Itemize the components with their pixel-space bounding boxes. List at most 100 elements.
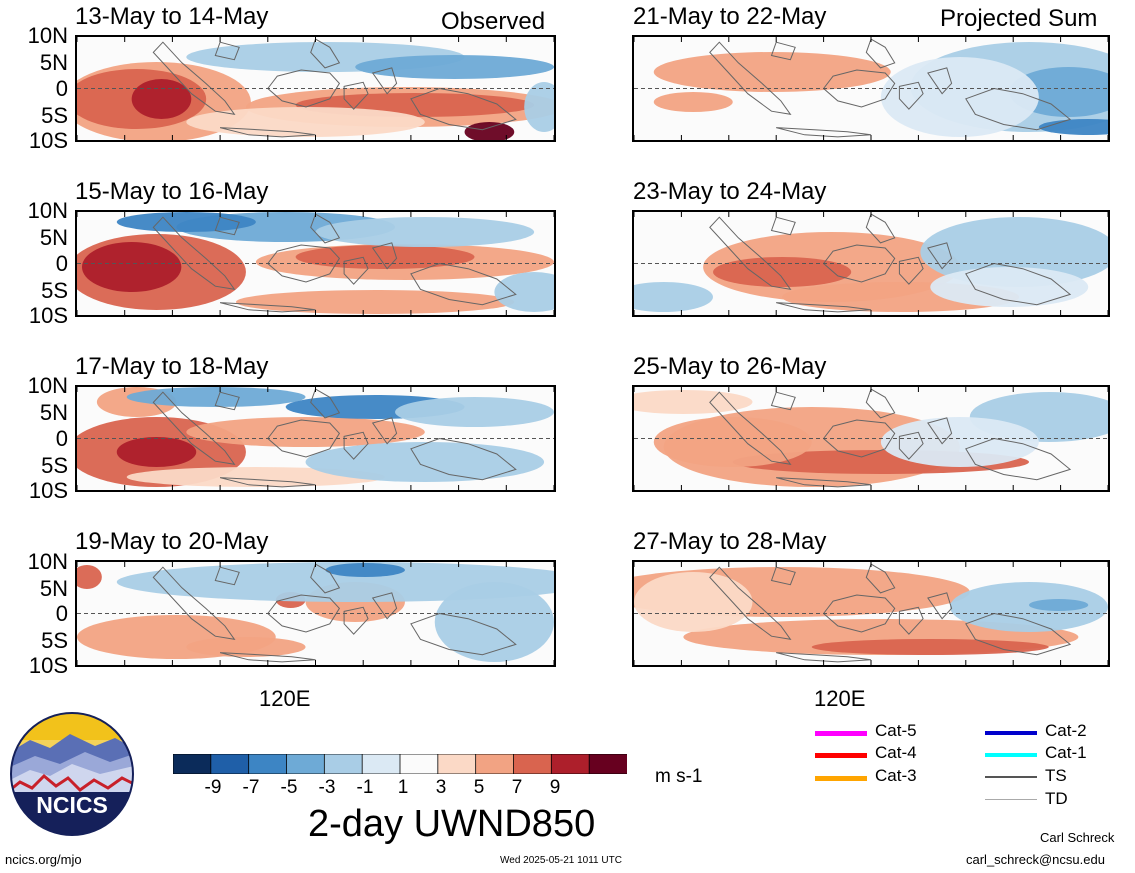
- coastline: [776, 477, 872, 488]
- coastline: [709, 41, 792, 115]
- colorbar-swatch: [588, 753, 628, 775]
- coastline: [898, 256, 924, 285]
- wind-anomaly-map: [77, 562, 554, 665]
- anomaly-contour: [634, 282, 713, 312]
- coastline: [410, 437, 517, 481]
- wind-anomaly-map: [77, 37, 554, 140]
- coastline: [770, 391, 796, 411]
- colorbar-swatch: [361, 753, 401, 775]
- coastline: [927, 592, 953, 620]
- map-panel: [75, 560, 556, 667]
- colorbar-label: -7: [242, 777, 260, 798]
- panel-title: 21-May to 22-May: [633, 3, 827, 30]
- colorbar: [172, 753, 628, 775]
- coastline: [776, 302, 872, 313]
- panel-title: 25-May to 26-May: [633, 353, 827, 380]
- coastline: [927, 417, 953, 445]
- coastline: [865, 388, 896, 419]
- coastline: [898, 431, 924, 460]
- coastline: [214, 566, 240, 586]
- legend-line-td: [985, 799, 1037, 800]
- anomaly-contour: [464, 122, 515, 140]
- coastline: [709, 391, 792, 465]
- lon-tick-label-left: 120E: [259, 686, 311, 711]
- coastline: [865, 38, 896, 69]
- coastline: [709, 216, 792, 290]
- coastline: [865, 563, 896, 594]
- map-panel: [632, 385, 1110, 492]
- colorbar-swatch: [513, 753, 553, 775]
- colorbar-label: 3: [435, 777, 447, 798]
- lat-tick-0: 0: [55, 426, 68, 451]
- coastline: [822, 419, 896, 458]
- colorbar-label: 9: [549, 777, 561, 798]
- anomaly-contour: [713, 257, 852, 287]
- panel-title: 19-May to 20-May: [75, 528, 269, 555]
- anomaly-contour: [1038, 119, 1108, 135]
- anomaly-contour: [126, 467, 386, 487]
- coastline: [410, 612, 517, 656]
- lat-tick-5n: 5N: [39, 50, 68, 75]
- coastline: [214, 391, 240, 411]
- coastline: [219, 127, 316, 138]
- lon-tick-label-right: 120E: [814, 686, 866, 711]
- anomaly-contour: [653, 417, 812, 467]
- lat-tick-0: 0: [55, 76, 68, 101]
- coastline: [343, 606, 369, 635]
- logo-text: NCICS: [36, 792, 108, 818]
- anomaly-contour: [653, 92, 733, 112]
- anomaly-contour: [236, 290, 515, 314]
- coastline: [965, 437, 1072, 481]
- lat-tick-5s: 5S: [41, 278, 68, 303]
- coastline: [219, 652, 316, 663]
- anomaly-contour: [653, 52, 891, 92]
- legend-label: Cat-1: [1045, 743, 1087, 762]
- legend-line-cat1: [985, 753, 1037, 757]
- anomaly-contour: [1029, 599, 1089, 611]
- colorbar-swatch: [475, 753, 515, 775]
- anomaly-contour: [494, 272, 554, 312]
- anomaly-contour: [920, 217, 1108, 287]
- coastline: [371, 417, 398, 445]
- coastline: [965, 262, 1072, 306]
- coastline: [927, 242, 953, 270]
- footer-url: ncics.org/mjo: [5, 852, 82, 867]
- lat-tick-0: 0: [55, 251, 68, 276]
- colorbar-swatch: [323, 753, 364, 775]
- ncics-logo: NCICS: [10, 712, 134, 836]
- footer-email: carl_schreck@ncsu.edu: [966, 852, 1105, 867]
- coastline: [310, 38, 341, 69]
- colorbar-units: m s-1: [655, 766, 703, 787]
- anomaly-contour: [186, 637, 306, 657]
- ncics-logo-icon: [10, 712, 134, 836]
- colorbar-label: -1: [356, 777, 374, 798]
- coastline: [267, 419, 341, 458]
- lat-tick-10s: 10S: [28, 128, 68, 153]
- wind-anomaly-map: [634, 212, 1108, 315]
- legend-line-ts: [985, 776, 1037, 778]
- lat-tick-10s: 10S: [28, 653, 68, 678]
- coastline: [770, 216, 796, 236]
- lat-tick-10n: 10N: [27, 549, 68, 574]
- coastline: [410, 87, 517, 131]
- anomaly-contour: [77, 565, 102, 589]
- lat-tick-10n: 10N: [27, 373, 68, 398]
- coastline: [214, 41, 240, 61]
- lat-tick-5s: 5S: [41, 453, 68, 478]
- legend-line-cat3: [815, 776, 867, 781]
- lat-tick-10n: 10N: [27, 23, 68, 48]
- anomaly-contour: [315, 217, 535, 247]
- legend-line-cat5: [815, 731, 867, 736]
- colorbar-swatch: [550, 753, 591, 775]
- coastline: [371, 67, 398, 95]
- lat-tick-5n: 5N: [39, 400, 68, 425]
- coastline: [776, 652, 872, 663]
- anomaly-contour: [811, 639, 1049, 655]
- colorbar-label: 1: [397, 777, 409, 798]
- coastline: [310, 213, 341, 244]
- footer-author: Carl Schreck: [1040, 830, 1115, 845]
- coastline: [267, 244, 341, 283]
- panel-title: 27-May to 28-May: [633, 528, 827, 555]
- map-panel: [75, 35, 556, 142]
- coastline: [371, 242, 398, 270]
